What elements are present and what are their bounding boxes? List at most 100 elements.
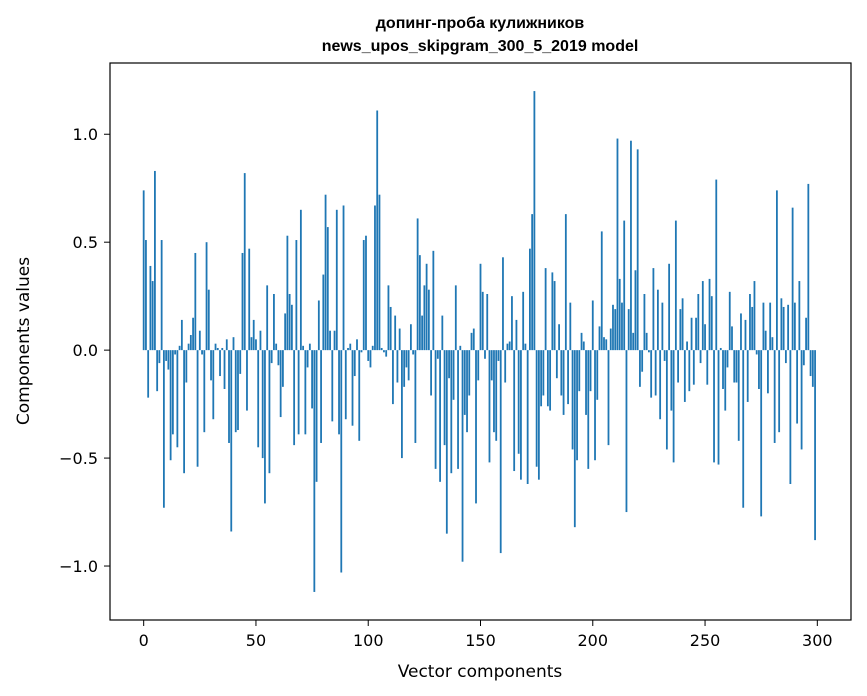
bar-208 <box>609 328 612 351</box>
bar-152 <box>484 350 486 359</box>
bar-190 <box>569 302 572 351</box>
bar-292 <box>798 281 801 351</box>
bar-138 <box>452 350 455 400</box>
bar-92 <box>349 343 352 351</box>
bar-298 <box>811 350 814 387</box>
bar-262 <box>731 326 733 351</box>
bar-239 <box>679 309 682 351</box>
bar-54 <box>264 350 266 504</box>
bar-228 <box>654 350 657 396</box>
bar-60 <box>277 350 280 366</box>
bar-283 <box>778 350 781 433</box>
bar-144 <box>466 350 468 433</box>
bar-119 <box>409 324 412 351</box>
bar-83 <box>329 330 331 351</box>
bar-96 <box>358 350 361 441</box>
bar-244 <box>690 317 693 351</box>
bar-287 <box>787 304 790 351</box>
bar-31 <box>212 350 215 420</box>
bar-265 <box>737 350 740 441</box>
bar-47 <box>248 248 251 351</box>
x-axis-label: Vector components <box>398 662 563 682</box>
bar-260 <box>726 350 729 368</box>
bar-209 <box>612 304 614 351</box>
bar-204 <box>600 231 603 351</box>
bar-101 <box>369 350 372 368</box>
bar-268 <box>744 319 747 351</box>
bar-103 <box>374 205 376 351</box>
bar-39 <box>230 350 233 532</box>
y-axis-ticks: −1.0 −0.5 0.0 0.5 1.0 <box>59 125 110 576</box>
bar-81 <box>324 194 327 351</box>
bar-20 <box>187 343 190 351</box>
bar-74 <box>308 343 311 351</box>
bar-276 <box>762 302 765 351</box>
bar-19 <box>185 350 188 383</box>
bar-62 <box>282 350 284 387</box>
bar-23 <box>194 252 197 351</box>
bar-267 <box>742 350 745 508</box>
bar-156 <box>493 350 495 433</box>
bar-104 <box>376 110 379 351</box>
bar-7 <box>158 350 161 364</box>
bar-263 <box>733 350 736 383</box>
bar-49 <box>252 319 255 351</box>
bar-222 <box>641 350 644 372</box>
bar-58 <box>273 294 275 351</box>
bar-43 <box>239 350 242 374</box>
bar-99 <box>365 235 367 351</box>
bar-233 <box>665 350 668 450</box>
bar-2 <box>147 350 150 398</box>
bar-72 <box>304 350 307 435</box>
chart-title: допинг-проба кулижников <box>376 15 585 32</box>
bar-257 <box>719 347 722 351</box>
y-tick-label: 0.0 <box>73 341 98 360</box>
bar-252 <box>708 278 711 351</box>
bar-189 <box>567 350 569 405</box>
bar-71 <box>302 345 305 351</box>
bar-53 <box>261 350 264 459</box>
bar-203 <box>598 326 601 351</box>
bar-128 <box>430 350 432 396</box>
bar-281 <box>773 350 776 443</box>
bar-207 <box>607 350 610 446</box>
bar-4 <box>151 281 154 351</box>
bar-167 <box>517 350 520 454</box>
bar-199 <box>589 350 592 392</box>
bar-118 <box>407 350 410 381</box>
bar-88 <box>340 350 343 573</box>
bar-151 <box>481 291 484 351</box>
bar-202 <box>596 350 599 400</box>
bar-107 <box>383 350 385 353</box>
bar-293 <box>800 350 803 450</box>
bar-249 <box>701 281 704 351</box>
bar-37 <box>225 339 228 351</box>
bar-6 <box>156 350 159 392</box>
bar-173 <box>531 214 534 351</box>
x-tick-label: 200 <box>577 631 608 650</box>
bar-231 <box>661 302 664 351</box>
bar-174 <box>533 91 536 351</box>
bar-183 <box>553 281 556 351</box>
bar-279 <box>769 302 772 351</box>
bar-8 <box>160 240 163 351</box>
bar-115 <box>401 350 403 459</box>
bar-284 <box>780 298 783 351</box>
bar-170 <box>524 343 527 351</box>
bar-277 <box>764 330 767 351</box>
bar-191 <box>571 350 574 450</box>
bar-22 <box>192 317 194 351</box>
bar-125 <box>423 285 426 351</box>
bar-172 <box>529 248 531 351</box>
bar-110 <box>389 306 392 351</box>
bar-275 <box>760 350 763 517</box>
bar-29 <box>207 289 210 351</box>
bar-157 <box>495 350 498 441</box>
bar-223 <box>643 294 646 351</box>
bar-65 <box>288 294 291 351</box>
bar-162 <box>506 343 509 351</box>
bar-159 <box>499 350 502 554</box>
chart-subtitle: news_upos_skipgram_300_5_2019 model <box>322 38 639 55</box>
bar-286 <box>784 350 787 364</box>
bar-94 <box>353 350 356 377</box>
